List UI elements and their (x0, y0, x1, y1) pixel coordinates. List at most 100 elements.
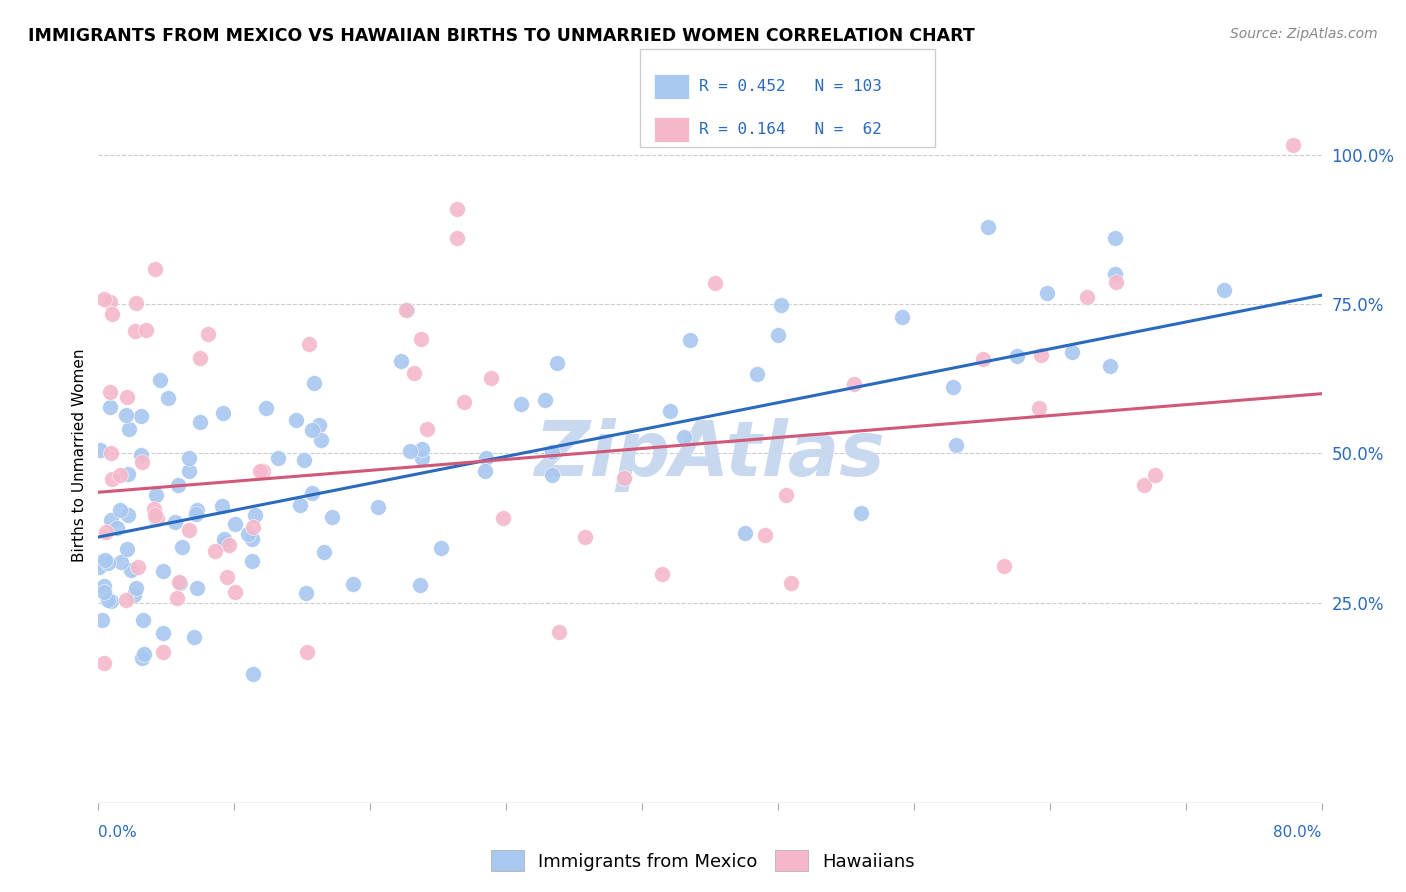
Point (166, 591, 188, 606)
Point (541, 467, 564, 482)
Point (780, 575, 803, 590)
Point (166, 478, 188, 492)
Point (177, 523, 200, 537)
Point (734, 525, 756, 540)
Point (204, 543, 226, 558)
Point (1060, 344, 1083, 359)
Point (541, 445, 564, 459)
Point (775, 488, 797, 502)
Point (509, 397, 531, 411)
Point (1028, 401, 1050, 415)
Point (152, 564, 174, 578)
Point (190, 415, 212, 429)
Point (430, 541, 453, 555)
Point (131, 650, 153, 665)
Point (453, 394, 475, 409)
Point (93, 292, 115, 306)
Point (167, 575, 190, 590)
Point (298, 336, 321, 351)
Point (546, 356, 568, 370)
Point (134, 647, 156, 661)
Point (249, 463, 271, 477)
Point (117, 508, 139, 522)
Point (97, 556, 120, 570)
Point (1036, 285, 1059, 300)
Point (108, 467, 131, 482)
Point (1105, 275, 1128, 289)
Point (242, 520, 264, 534)
Point (651, 566, 673, 581)
Point (678, 333, 700, 347)
Point (844, 377, 866, 392)
Point (1005, 349, 1028, 363)
Point (398, 444, 420, 458)
Point (186, 581, 208, 595)
Point (101, 472, 124, 486)
Point (1029, 348, 1052, 362)
Point (754, 528, 776, 542)
Point (184, 508, 207, 522)
Point (242, 532, 264, 546)
Point (491, 510, 513, 524)
Point (89, 555, 111, 569)
Point (290, 498, 312, 512)
Point (170, 540, 193, 554)
Point (1213, 284, 1236, 298)
Point (142, 501, 165, 516)
Point (1076, 289, 1098, 303)
Legend: Immigrants from Mexico, Hawaiians: Immigrants from Mexico, Hawaiians (484, 843, 922, 879)
Point (117, 467, 139, 481)
Point (284, 412, 307, 426)
Point (411, 442, 433, 456)
Point (115, 408, 138, 422)
Point (977, 219, 1000, 234)
Point (242, 554, 264, 568)
Point (658, 403, 681, 417)
Point (100, 401, 122, 415)
Point (409, 332, 432, 346)
Point (218, 538, 240, 552)
Point (242, 667, 264, 681)
Point (302, 376, 325, 390)
Point (942, 380, 965, 394)
Point (402, 366, 425, 380)
Point (183, 630, 205, 644)
Point (124, 324, 146, 338)
Point (212, 406, 235, 420)
Text: 80.0%: 80.0% (1274, 825, 1322, 840)
Point (1133, 477, 1156, 491)
Point (120, 563, 142, 577)
Point (945, 438, 967, 452)
Point (446, 202, 468, 216)
Point (91, 613, 114, 627)
Point (1104, 230, 1126, 244)
Point (411, 451, 433, 466)
Point (574, 530, 596, 544)
Point (1104, 267, 1126, 281)
Point (129, 409, 152, 423)
Point (143, 262, 166, 277)
Text: IMMIGRANTS FROM MEXICO VS HAWAIIAN BIRTHS TO UNMARRIED WOMEN CORRELATION CHART: IMMIGRANTS FROM MEXICO VS HAWAIIAN BIRTH… (28, 27, 974, 45)
Point (1098, 359, 1121, 373)
Point (108, 502, 131, 516)
Point (224, 585, 246, 599)
Point (110, 555, 132, 569)
Point (118, 422, 141, 436)
Point (122, 587, 145, 601)
Point (474, 464, 496, 478)
Point (186, 503, 208, 517)
Point (115, 541, 138, 556)
Point (308, 418, 330, 433)
Point (93, 579, 115, 593)
Point (1144, 467, 1167, 482)
Point (972, 352, 994, 367)
Text: R = 0.452   N = 103: R = 0.452 N = 103 (699, 78, 882, 94)
Point (132, 613, 155, 627)
Point (367, 500, 389, 515)
Point (267, 450, 290, 465)
Point (224, 516, 246, 531)
Point (252, 464, 274, 478)
Point (89, 560, 111, 574)
Point (143, 508, 166, 522)
Point (169, 576, 191, 591)
